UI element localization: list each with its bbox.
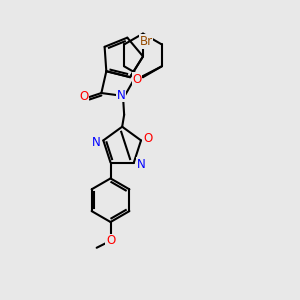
Text: N: N xyxy=(117,88,126,101)
Text: O: O xyxy=(143,132,153,145)
Text: Br: Br xyxy=(140,35,152,48)
Text: N: N xyxy=(136,158,145,171)
Text: O: O xyxy=(106,234,115,247)
Text: O: O xyxy=(132,73,142,85)
Text: N: N xyxy=(92,136,101,149)
Text: O: O xyxy=(79,91,88,103)
